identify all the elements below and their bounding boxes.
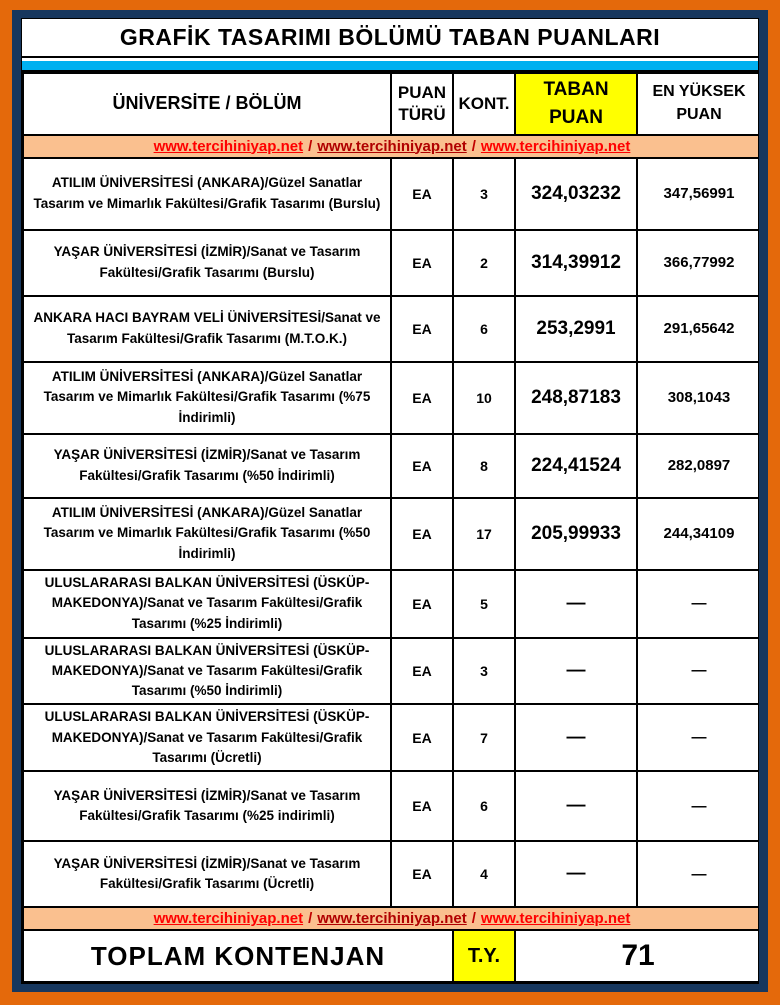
- table-row: YAŞAR ÜNİVERSİTESİ (İZMİR)/Sanat ve Tasa…: [22, 840, 758, 908]
- base-score-cell: 224,41524: [514, 432, 638, 499]
- base-score-cell: —: [514, 840, 638, 908]
- score-type-cell: EA: [390, 228, 454, 297]
- watermark-separator: /: [471, 137, 476, 155]
- highest-score-cell: 291,65642: [636, 294, 758, 363]
- col-header-score-type: PUAN TÜRÜ: [390, 71, 454, 136]
- table-row: ATILIM ÜNİVERSİTESİ (ANKARA)/Güzel Sanat…: [22, 360, 758, 435]
- score-type-cell: EA: [390, 360, 454, 435]
- table-row: ULUSLARARASI BALKAN ÜNİVERSİTESİ (ÜSKÜP-…: [22, 636, 758, 706]
- base-score-cell: 314,39912: [514, 228, 638, 297]
- base-score-cell: —: [514, 770, 638, 842]
- score-type-cell: EA: [390, 496, 454, 571]
- quota-cell: 2: [452, 228, 516, 297]
- quota-cell: 10: [452, 360, 516, 435]
- watermark-separator: /: [471, 910, 476, 927]
- quota-cell: 6: [452, 294, 516, 363]
- score-type-cell: EA: [390, 156, 454, 231]
- watermark-link[interactable]: www.tercihiniyap.net: [317, 910, 467, 927]
- university-cell: ULUSLARARASI BALKAN ÜNİVERSİTESİ (ÜSKÜP-…: [22, 568, 392, 639]
- highest-score-cell: —: [636, 770, 758, 842]
- col-header-university: ÜNİVERSİTE / BÖLÜM: [22, 71, 392, 136]
- score-type-cell: EA: [390, 703, 454, 772]
- highest-score-cell: —: [636, 840, 758, 908]
- watermark-link[interactable]: www.tercihiniyap.net: [480, 910, 631, 927]
- table-row: ULUSLARARASI BALKAN ÜNİVERSİTESİ (ÜSKÜP-…: [22, 703, 758, 772]
- accent-strip: [22, 61, 758, 72]
- watermark-cell: www.tercihiniyap.net / www.tercihiniyap.ne…: [22, 133, 758, 159]
- header-row: ÜNİVERSİTE / BÖLÜM PUAN TÜRÜ KONT. TABAN…: [22, 71, 758, 136]
- page-title: GRAFİK TASARIMI BÖLÜMÜ TABAN PUANLARI: [22, 19, 758, 59]
- highest-score-cell: 282,0897: [636, 432, 758, 499]
- table-sheet: GRAFİK TASARIMI BÖLÜMÜ TABAN PUANLARI ÜN…: [21, 18, 759, 984]
- university-cell: ATILIM ÜNİVERSİTESİ (ANKARA)/Güzel Sanat…: [22, 156, 392, 231]
- watermark-separator: /: [308, 137, 313, 155]
- university-cell: ATILIM ÜNİVERSİTESİ (ANKARA)/Güzel Sanat…: [22, 496, 392, 571]
- score-type-cell: EA: [390, 770, 454, 842]
- table-row: ATILIM ÜNİVERSİTESİ (ANKARA)/Güzel Sanat…: [22, 156, 758, 231]
- total-score-type: T.Y.: [452, 929, 516, 983]
- base-score-cell: —: [514, 703, 638, 772]
- university-cell: YAŞAR ÜNİVERSİTESİ (İZMİR)/Sanat ve Tasa…: [22, 432, 392, 499]
- table-row: ANKARA HACI BAYRAM VELİ ÜNİVERSİTESİ/San…: [22, 294, 758, 363]
- total-quota-label: TOPLAM KONTENJAN: [22, 929, 454, 983]
- watermark-separator: /: [308, 910, 313, 927]
- base-score-cell: 205,99933: [514, 496, 638, 571]
- table-row: YAŞAR ÜNİVERSİTESİ (İZMİR)/Sanat ve Tasa…: [22, 770, 758, 842]
- university-cell: ATILIM ÜNİVERSİTESİ (ANKARA)/Güzel Sanat…: [22, 360, 392, 435]
- score-type-cell: EA: [390, 432, 454, 499]
- footer-row: TOPLAM KONTENJAN T.Y. 71: [22, 929, 758, 983]
- base-score-cell: —: [514, 568, 638, 639]
- score-type-cell: EA: [390, 840, 454, 908]
- university-cell: ANKARA HACI BAYRAM VELİ ÜNİVERSİTESİ/San…: [22, 294, 392, 363]
- university-cell: ULUSLARARASI BALKAN ÜNİVERSİTESİ (ÜSKÜP-…: [22, 703, 392, 772]
- watermark-link[interactable]: www.tercihiniyap.net: [153, 910, 304, 927]
- university-cell: YAŞAR ÜNİVERSİTESİ (İZMİR)/Sanat ve Tasa…: [22, 770, 392, 842]
- base-score-cell: 253,2991: [514, 294, 638, 363]
- university-cell: YAŞAR ÜNİVERSİTESİ (İZMİR)/Sanat ve Tasa…: [22, 840, 392, 908]
- col-header-highest-score: EN YÜKSEK PUAN: [636, 71, 758, 136]
- col-header-quota: KONT.: [452, 71, 516, 136]
- highest-score-cell: —: [636, 636, 758, 706]
- quota-cell: 4: [452, 840, 516, 908]
- table-row: YAŞAR ÜNİVERSİTESİ (İZMİR)/Sanat ve Tasa…: [22, 228, 758, 297]
- highest-score-cell: 347,56991: [636, 156, 758, 231]
- university-cell: YAŞAR ÜNİVERSİTESİ (İZMİR)/Sanat ve Tasa…: [22, 228, 392, 297]
- watermark-link[interactable]: www.tercihiniyap.net: [480, 137, 631, 155]
- base-score-cell: —: [514, 636, 638, 706]
- table-row: ULUSLARARASI BALKAN ÜNİVERSİTESİ (ÜSKÜP-…: [22, 568, 758, 639]
- quota-cell: 5: [452, 568, 516, 639]
- watermark-link[interactable]: www.tercihiniyap.net: [153, 137, 304, 155]
- base-score-cell: 248,87183: [514, 360, 638, 435]
- quota-cell: 6: [452, 770, 516, 842]
- base-score-cell: 324,03232: [514, 156, 638, 231]
- col-header-base-score: TABAN PUAN: [514, 71, 638, 136]
- university-cell: ULUSLARARASI BALKAN ÜNİVERSİTESİ (ÜSKÜP-…: [22, 636, 392, 706]
- scores-table: ÜNİVERSİTE / BÖLÜM PUAN TÜRÜ KONT. TABAN…: [22, 71, 758, 983]
- watermark-link[interactable]: www.tercihiniyap.net: [317, 137, 467, 155]
- highest-score-cell: 366,77992: [636, 228, 758, 297]
- quota-cell: 17: [452, 496, 516, 571]
- highest-score-cell: —: [636, 703, 758, 772]
- score-type-cell: EA: [390, 568, 454, 639]
- quota-cell: 3: [452, 156, 516, 231]
- highest-score-cell: 308,1043: [636, 360, 758, 435]
- quota-cell: 7: [452, 703, 516, 772]
- quota-cell: 3: [452, 636, 516, 706]
- quota-cell: 8: [452, 432, 516, 499]
- total-quota-value: 71: [514, 929, 758, 983]
- watermark-strip-bottom: www.tercihiniyap.net / www.tercihiniyap.ne…: [22, 906, 758, 931]
- inner-navy-frame: GRAFİK TASARIMI BÖLÜMÜ TABAN PUANLARI ÜN…: [12, 10, 768, 992]
- highest-score-cell: 244,34109: [636, 496, 758, 571]
- highest-score-cell: —: [636, 568, 758, 639]
- table-row: ATILIM ÜNİVERSİTESİ (ANKARA)/Güzel Sanat…: [22, 496, 758, 571]
- score-type-cell: EA: [390, 294, 454, 363]
- score-type-cell: EA: [390, 636, 454, 706]
- table-row: YAŞAR ÜNİVERSİTESİ (İZMİR)/Sanat ve Tasa…: [22, 432, 758, 499]
- watermark-strip-top: www.tercihiniyap.net / www.tercihiniyap.ne…: [22, 133, 758, 159]
- watermark-cell: www.tercihiniyap.net / www.tercihiniyap.ne…: [22, 906, 758, 931]
